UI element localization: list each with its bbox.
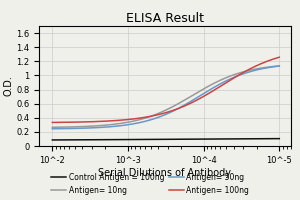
Y-axis label: O.D.: O.D.: [3, 76, 13, 96]
Legend: Control Antigen = 100ng, Antigen= 10ng, Antigen= 50ng, Antigen= 100ng: Control Antigen = 100ng, Antigen= 10ng, …: [50, 171, 250, 196]
Title: ELISA Result: ELISA Result: [126, 12, 204, 25]
X-axis label: Serial Dilutions of Antibody: Serial Dilutions of Antibody: [98, 168, 232, 178]
